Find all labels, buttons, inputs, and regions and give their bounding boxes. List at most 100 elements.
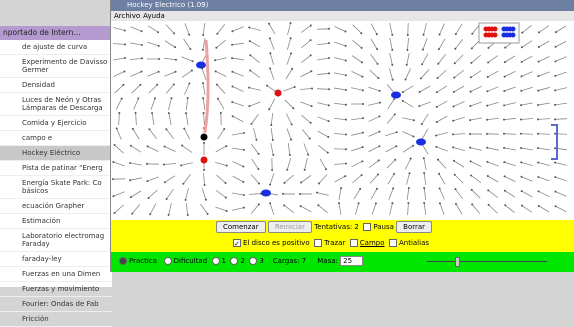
field-arrow [200,204,207,214]
field-arrow [420,86,431,92]
list-item[interactable]: Experimento de Davisso Germer [0,55,112,78]
arrow-head [149,213,151,215]
arrow-head [554,191,556,193]
arrow-head [189,48,191,50]
menu-item[interactable]: Ayuda [143,12,165,20]
field-arrow [407,53,409,65]
field-arrow [454,70,464,77]
bin-positive [493,33,498,38]
arrow-head [163,164,165,166]
list-item[interactable]: campo e [0,131,112,146]
list-item[interactable]: Laboratorio electromag Faraday [0,229,112,252]
field-arrow [539,41,549,47]
field-arrow [390,53,393,65]
radio[interactable] [230,257,238,265]
mass-slider[interactable] [427,261,547,262]
arrow-head [471,203,473,205]
arrow-head [114,212,116,214]
checkbox[interactable] [389,239,397,247]
radio[interactable] [212,257,220,265]
field-arrow [390,38,393,50]
arrow-head [554,176,556,178]
arrow-head [376,33,378,35]
list-item[interactable]: Fuerzas y movimiento [0,282,112,297]
field-arrow [149,129,156,139]
slider-thumb[interactable] [455,257,460,267]
list-item[interactable]: Comida y Ejercicio [0,116,112,131]
list-item[interactable]: Fricción [0,312,112,327]
field-arrow [334,73,346,75]
mass-input[interactable]: 25 [340,256,363,266]
field-arrow [372,203,376,214]
arrow-head [345,119,347,121]
field-arrow [437,101,447,107]
field-arrow [456,24,462,34]
field-arrow [117,128,122,139]
field-arrow [132,85,141,93]
radio[interactable] [119,257,127,265]
field-arrow [147,72,158,76]
list-item[interactable]: Luces de Neón y Otras Lámparas de Descar… [0,93,112,116]
list-item[interactable]: Energía Skate Park: Co básicos [0,176,112,199]
field-arrow [233,176,244,182]
arrow-head [327,152,329,154]
arrow-head [116,127,118,129]
field-arrow [202,68,206,79]
field-arrow [130,163,142,165]
arrow-head [168,112,170,114]
background-title: nportado de Intern... [0,26,112,40]
arrow-head [182,183,184,185]
arrow-head [242,181,244,183]
checkbox[interactable]: ✓ [233,239,241,247]
radio[interactable] [164,257,172,265]
field-arrow [287,38,290,50]
field-arrow [470,102,481,106]
arrow-head [141,71,143,73]
start-button[interactable]: Comenzar [216,221,266,233]
reset-button[interactable]: Reiniciar [268,221,312,233]
list-item[interactable]: Hockey Eléctrico [0,146,112,161]
list-item[interactable]: Densidad [0,78,112,93]
list-item[interactable]: faraday-ley [0,252,112,267]
field-arrow [113,192,124,196]
arrow-head [436,106,438,108]
list-item[interactable]: Fuerzas en una Dimen [0,267,112,282]
arrow-head [141,30,143,32]
arrow-head [270,124,272,126]
field-arrow [203,98,205,110]
arrow-head [439,188,441,190]
field-arrow [130,58,142,59]
radio[interactable] [249,257,257,265]
arrow-head [455,33,457,35]
field-arrow [436,147,447,151]
arrow-head [217,98,219,100]
checkbox[interactable] [314,239,322,247]
list-item[interactable]: Estimación [0,214,112,229]
list-item[interactable]: de ajuste de curva [0,40,112,55]
arrow-head [362,117,364,119]
menu-item[interactable]: Archivo [114,12,140,20]
arrow-head [344,30,346,32]
arrow-head [361,76,363,78]
arrow-head [269,202,271,204]
checkbox[interactable] [350,239,358,247]
arrow-head [345,148,347,150]
field-arrow [169,113,171,125]
field-arrow [387,114,395,123]
checkbox[interactable] [363,223,371,231]
field-arrow [370,70,379,78]
list-item[interactable]: ecuación Grapher [0,199,112,214]
clear-button[interactable]: Borrar [396,221,432,233]
arrow-head [269,52,271,54]
field-arrow [334,149,346,150]
list-item[interactable]: Fourier: Ondas de Fab [0,297,112,312]
field-arrow [538,148,550,150]
field-arrow [471,55,480,63]
field-arrow [453,117,464,120]
field-arrow [424,158,426,170]
field-arrow [132,204,140,213]
arrow-head [537,75,539,77]
list-item[interactable]: Pista de patinar "Energ [0,161,112,176]
field-arrow [150,204,156,215]
field-arrow [455,189,462,199]
